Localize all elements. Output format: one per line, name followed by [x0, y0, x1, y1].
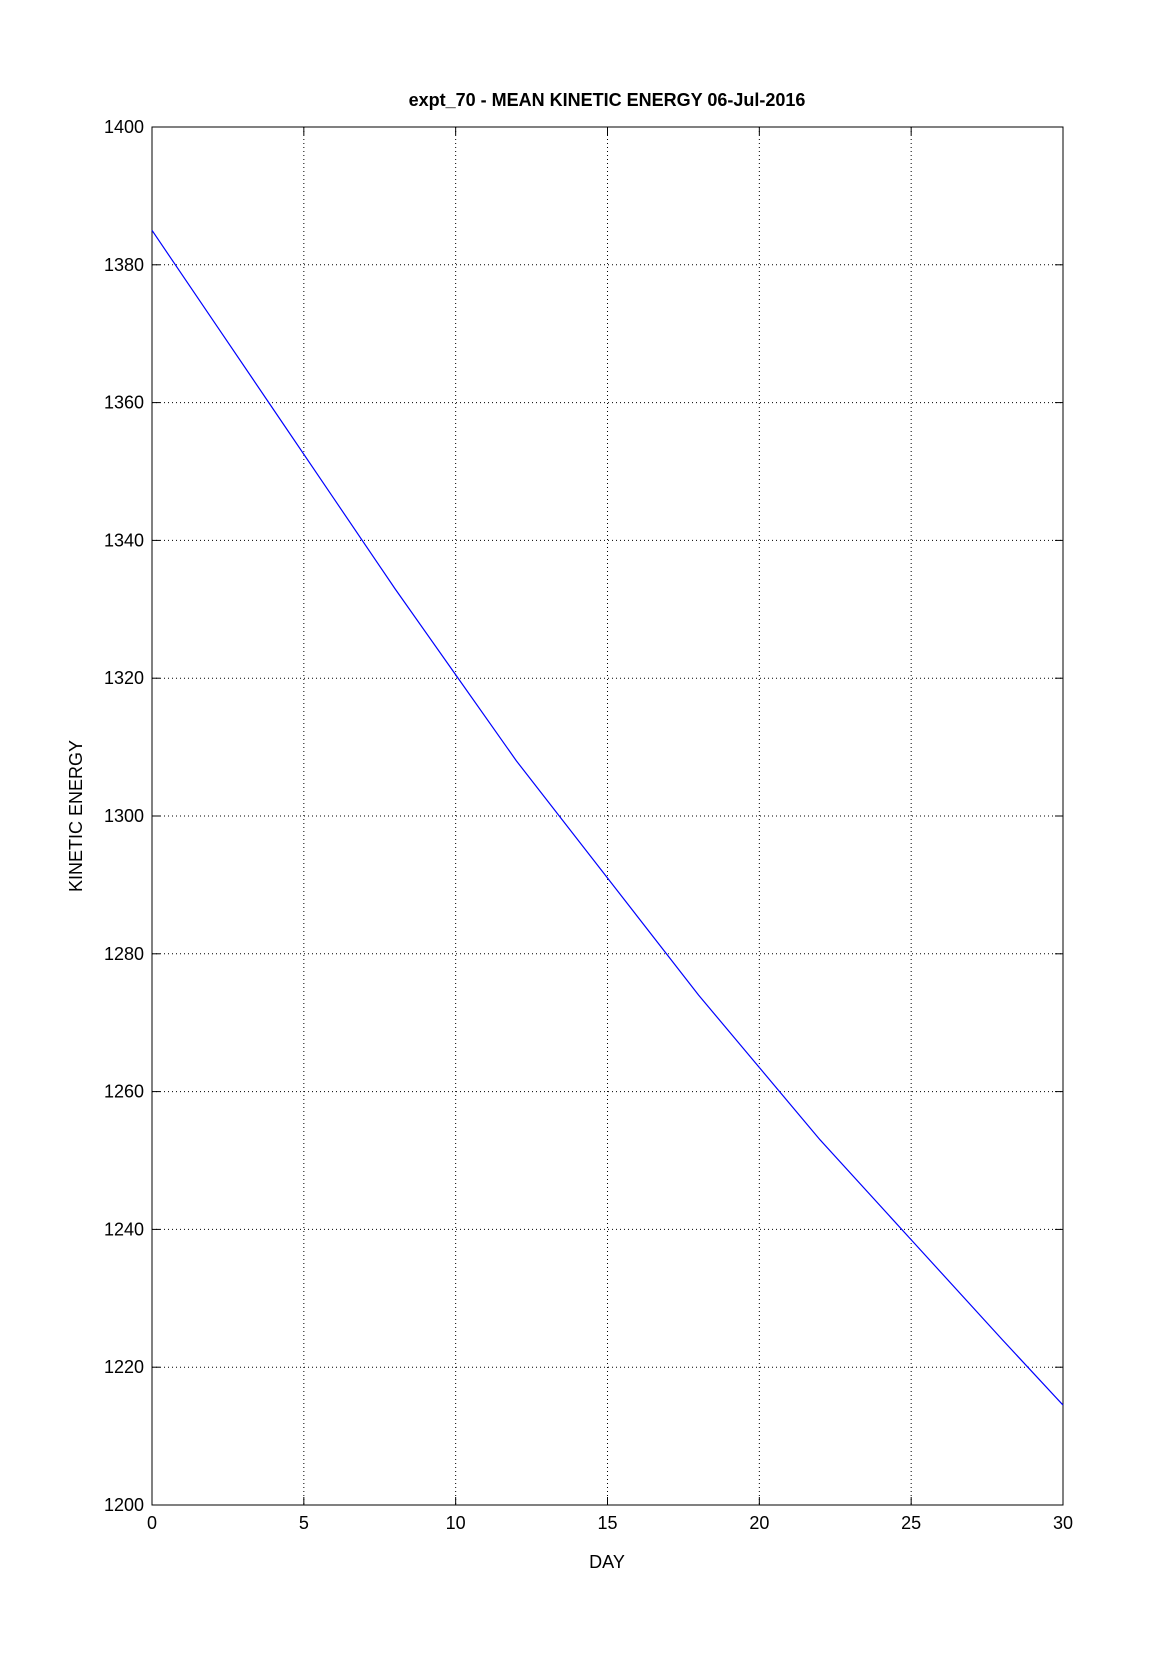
y-tick-label: 1240 — [104, 1219, 144, 1239]
x-axis-label: DAY — [589, 1552, 625, 1572]
x-tick-label: 0 — [147, 1513, 157, 1533]
chart-title: expt_70 - MEAN KINETIC ENERGY 06-Jul-201… — [409, 90, 806, 110]
x-tick-label: 25 — [901, 1513, 921, 1533]
y-tick-label: 1340 — [104, 530, 144, 550]
x-tick-label: 20 — [749, 1513, 769, 1533]
data-line — [151, 230, 1064, 1406]
x-tick-label: 10 — [446, 1513, 466, 1533]
x-tick-label: 5 — [299, 1513, 309, 1533]
x-tick-label: 30 — [1053, 1513, 1073, 1533]
y-tick-label: 1320 — [104, 668, 144, 688]
y-axis-label: KINETIC ENERGY — [66, 740, 86, 892]
plot-frame — [151, 126, 1064, 1506]
y-tick-label: 1360 — [104, 393, 144, 413]
x-tick-label: 15 — [597, 1513, 617, 1533]
y-tick-label: 1380 — [104, 255, 144, 275]
y-tick-label: 1260 — [104, 1082, 144, 1102]
y-tick-label: 1400 — [104, 117, 144, 137]
y-tick-label: 1220 — [104, 1357, 144, 1377]
y-tick-label: 1200 — [104, 1495, 144, 1515]
y-tick-label: 1300 — [104, 806, 144, 826]
y-tick-label: 1280 — [104, 944, 144, 964]
